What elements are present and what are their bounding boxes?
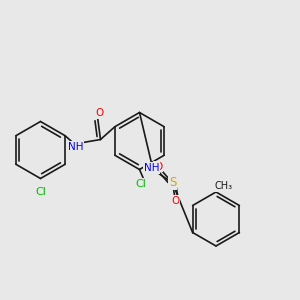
Text: O: O xyxy=(154,161,162,172)
Text: O: O xyxy=(171,196,180,206)
Text: NH: NH xyxy=(68,142,83,152)
Text: Cl: Cl xyxy=(136,179,146,189)
Text: Cl: Cl xyxy=(35,187,46,197)
Text: S: S xyxy=(169,176,176,190)
Text: O: O xyxy=(95,108,103,118)
Text: CH₃: CH₃ xyxy=(214,181,232,191)
Text: NH: NH xyxy=(144,163,159,173)
